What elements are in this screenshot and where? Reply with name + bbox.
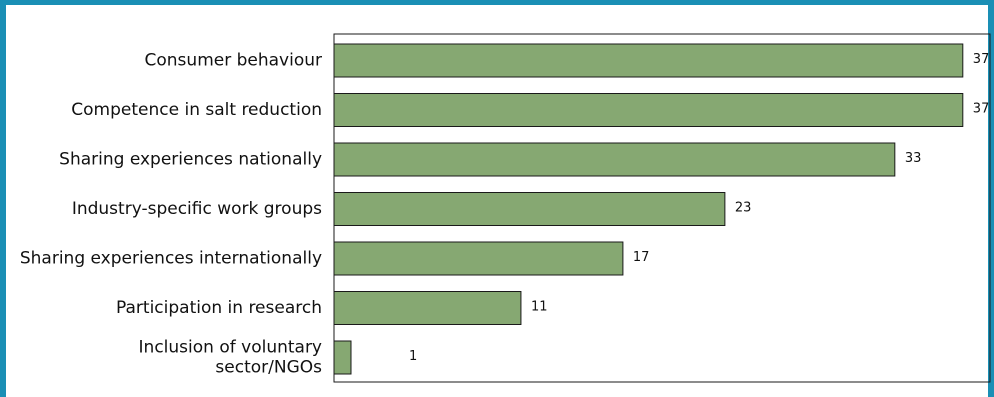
bar — [333, 291, 522, 325]
data-label: 37 — [973, 52, 990, 67]
bar — [333, 93, 964, 127]
category-label: Consumer behaviour — [145, 51, 322, 71]
data-label: 33 — [905, 151, 922, 166]
bar — [333, 241, 624, 276]
category-label: Industry-specific work groups — [72, 199, 322, 219]
data-label: 37 — [973, 102, 990, 117]
bars-group — [333, 43, 964, 375]
category-label: Inclusion of voluntary — [139, 338, 322, 358]
bar — [333, 340, 352, 375]
category-label: sector/NGOs — [215, 358, 322, 378]
data-label: 1 — [409, 349, 417, 364]
bar — [333, 192, 726, 226]
data-label: 17 — [633, 250, 650, 265]
data-label: 11 — [531, 300, 548, 315]
category-label: Sharing experiences nationally — [59, 150, 322, 170]
category-labels-group: Consumer behaviour Competence in salt red… — [20, 51, 322, 378]
category-label: Competence in salt reduction — [71, 100, 322, 120]
category-label: Sharing experiences internationally — [20, 249, 322, 269]
data-label: 23 — [735, 201, 752, 216]
category-label: Participation in research — [116, 298, 322, 318]
bar — [333, 142, 896, 177]
bar — [333, 43, 964, 78]
